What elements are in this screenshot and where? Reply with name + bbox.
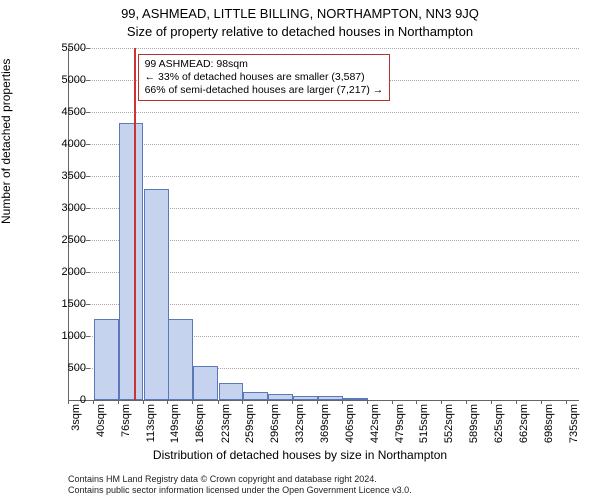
x-tick-mark	[516, 400, 517, 404]
x-tick-mark	[566, 400, 567, 404]
x-tick-mark	[143, 400, 144, 404]
x-tick-mark	[342, 400, 343, 404]
chart-title-line1: 99, ASHMEAD, LITTLE BILLING, NORTHAMPTON…	[0, 6, 600, 21]
x-tick-label: 296sqm	[269, 404, 281, 454]
x-tick-label: 149sqm	[169, 404, 181, 454]
y-axis-label: Number of detached properties	[0, 59, 13, 224]
y-tick-label: 5500	[36, 42, 86, 54]
x-tick-label: 223sqm	[220, 404, 232, 454]
x-tick-label: 698sqm	[543, 404, 555, 454]
chart-container: 99, ASHMEAD, LITTLE BILLING, NORTHAMPTON…	[0, 0, 600, 500]
x-tick-label: 479sqm	[394, 404, 406, 454]
x-tick-label: 259sqm	[244, 404, 256, 454]
y-tick-label: 1500	[36, 298, 86, 310]
x-tick-label: 3sqm	[70, 404, 82, 454]
histogram-bar	[193, 366, 218, 400]
histogram-bar	[293, 396, 318, 400]
y-tick-label: 4500	[36, 106, 86, 118]
annotation-line2: ← 33% of detached houses are smaller (3,…	[145, 71, 384, 84]
y-tick-label: 1000	[36, 330, 86, 342]
x-tick-mark	[491, 400, 492, 404]
x-tick-mark	[541, 400, 542, 404]
gridline	[69, 48, 579, 49]
x-tick-label: 369sqm	[319, 404, 331, 454]
x-tick-label: 735sqm	[568, 404, 580, 454]
x-tick-mark	[367, 400, 368, 404]
x-tick-mark	[317, 400, 318, 404]
x-tick-label: 113sqm	[145, 404, 157, 454]
annotation-line3: 66% of semi-detached houses are larger (…	[145, 84, 384, 97]
footer-line1: Contains HM Land Registry data © Crown c…	[68, 474, 412, 485]
y-tick-label: 2000	[36, 266, 86, 278]
x-tick-label: 442sqm	[369, 404, 381, 454]
histogram-bar	[168, 319, 193, 400]
y-tick-label: 500	[36, 362, 86, 374]
histogram-bar	[219, 383, 244, 400]
annotation-box: 99 ASHMEAD: 98sqm ← 33% of detached hous…	[138, 54, 391, 101]
footer-line2: Contains public sector information licen…	[68, 485, 412, 496]
annotation-line1: 99 ASHMEAD: 98sqm	[145, 58, 384, 71]
x-tick-label: 662sqm	[518, 404, 530, 454]
gridline	[69, 144, 579, 145]
histogram-bar	[94, 319, 119, 400]
plot-area: 99 ASHMEAD: 98sqm ← 33% of detached hous…	[68, 48, 579, 401]
histogram-bar	[144, 189, 169, 400]
gridline	[69, 176, 579, 177]
x-tick-label: 76sqm	[120, 404, 132, 454]
chart-title-line2: Size of property relative to detached ho…	[0, 24, 600, 39]
x-tick-label: 589sqm	[468, 404, 480, 454]
histogram-bar	[268, 394, 293, 400]
histogram-bar	[318, 396, 343, 400]
x-tick-mark	[392, 400, 393, 404]
x-tick-label: 332sqm	[294, 404, 306, 454]
y-tick-label: 4000	[36, 138, 86, 150]
y-tick-label: 5000	[36, 74, 86, 86]
x-tick-label: 625sqm	[493, 404, 505, 454]
histogram-bar	[343, 398, 368, 400]
x-tick-mark	[242, 400, 243, 404]
y-tick-label: 2500	[36, 234, 86, 246]
x-tick-mark	[68, 400, 69, 404]
histogram-bar	[119, 123, 144, 400]
x-tick-label: 552sqm	[443, 404, 455, 454]
x-tick-label: 186sqm	[194, 404, 206, 454]
x-tick-mark	[118, 400, 119, 404]
x-tick-label: 40sqm	[95, 404, 107, 454]
footer-attribution: Contains HM Land Registry data © Crown c…	[68, 474, 412, 496]
x-tick-label: 515sqm	[418, 404, 430, 454]
gridline	[69, 112, 579, 113]
y-tick-label: 3000	[36, 202, 86, 214]
y-tick-label: 3500	[36, 170, 86, 182]
x-tick-label: 406sqm	[344, 404, 356, 454]
histogram-bar	[243, 392, 268, 400]
x-tick-mark	[292, 400, 293, 404]
x-tick-mark	[416, 400, 417, 404]
x-tick-mark	[93, 400, 94, 404]
marker-line	[134, 48, 136, 400]
x-tick-mark	[218, 400, 219, 404]
